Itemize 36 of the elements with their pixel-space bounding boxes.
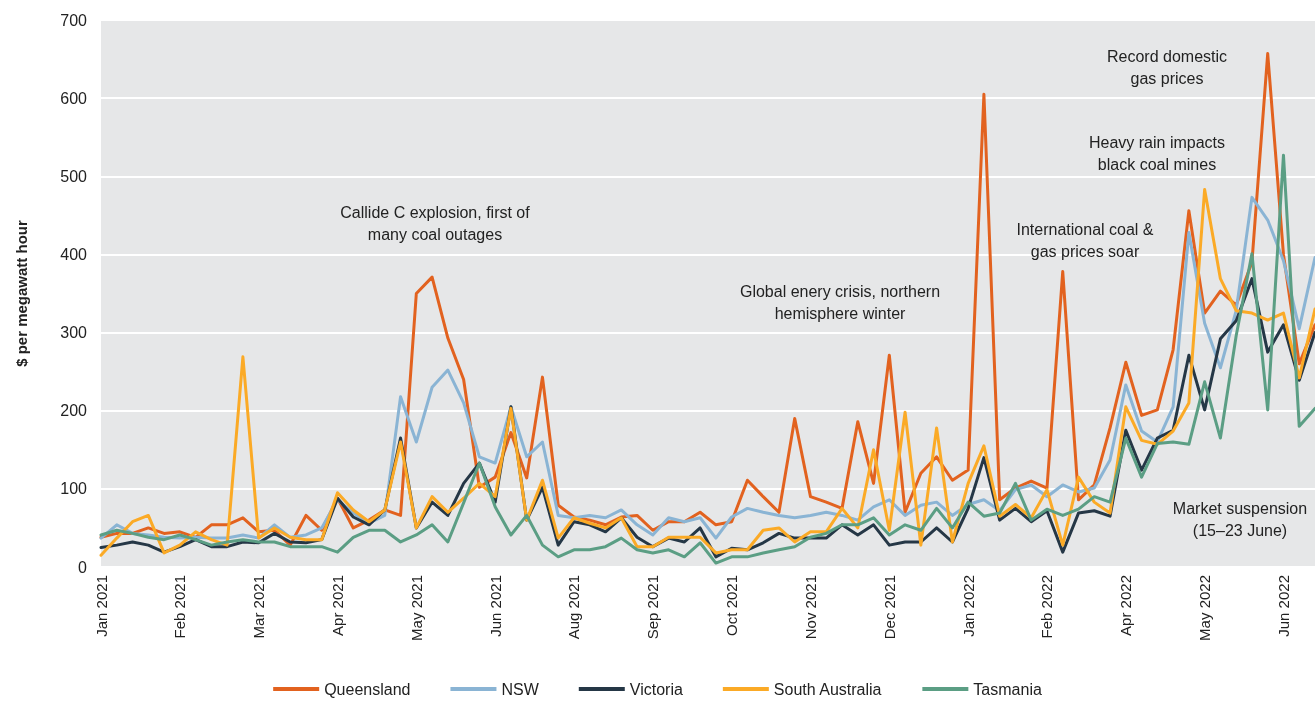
legend-label: Tasmania <box>973 680 1042 698</box>
legend-label: Queensland <box>324 680 411 698</box>
legend-label: Victoria <box>629 680 683 698</box>
y-tick-label: 600 <box>60 89 88 107</box>
legend-label: NSW <box>501 680 540 698</box>
x-tick-label: Jun 2021 <box>486 575 504 637</box>
annotation: Global enery crisis, northern hemisphere winter <box>739 282 941 322</box>
x-tick-label: May 2021 <box>407 575 425 641</box>
y-tick-label: 200 <box>60 402 88 420</box>
y-tick-label: 700 <box>60 11 88 29</box>
y-axis-title: $ per megawatt hour <box>13 219 30 367</box>
y-tick-label: 100 <box>60 480 88 498</box>
x-tick-label: Sep 2021 <box>644 575 662 640</box>
x-tick-label: May 2022 <box>1196 575 1214 641</box>
y-tick-label: 400 <box>60 245 88 263</box>
y-tick-label: 0 <box>78 558 88 576</box>
annotation: International coal & gas prices soar <box>1016 220 1154 260</box>
x-tick-label: Apr 2021 <box>328 575 346 636</box>
x-tick-label: Mar 2021 <box>250 575 268 639</box>
x-tick-label: Dec 2021 <box>880 575 898 640</box>
x-tick-label: Jan 2022 <box>959 575 977 637</box>
y-tick-label: 500 <box>60 167 88 185</box>
x-tick-label: Apr 2022 <box>1117 575 1135 636</box>
x-tick-label: Jun 2022 <box>1274 575 1292 637</box>
x-tick-label: Feb 2022 <box>1038 575 1056 639</box>
annotation: Record domestic gas prices <box>1106 47 1228 87</box>
annotation: Market suspension (15–23 June) <box>1172 499 1308 539</box>
legend-label: South Australia <box>773 680 882 698</box>
x-tick-label: Nov 2021 <box>801 575 819 640</box>
x-tick-label: Jan 2021 <box>92 575 110 637</box>
x-tick-label: Aug 2021 <box>565 575 583 640</box>
y-tick-label: 300 <box>60 324 88 342</box>
x-tick-label: Feb 2021 <box>171 575 189 639</box>
annotation: Callide C explosion, first of many coal outages <box>340 203 531 243</box>
annotation: Heavy rain impacts black coal mines <box>1088 133 1226 173</box>
x-tick-label: Oct 2021 <box>723 575 741 636</box>
